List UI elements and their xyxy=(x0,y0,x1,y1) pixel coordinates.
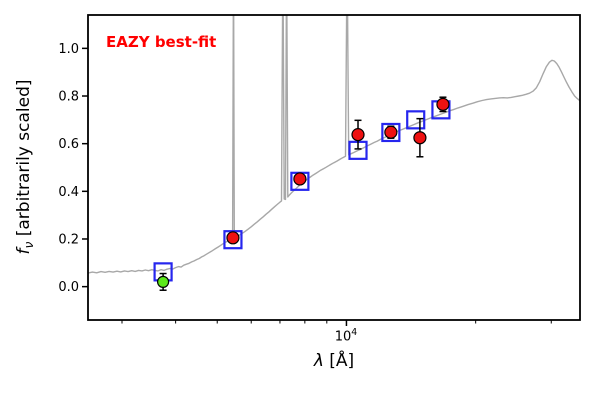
x-axis-label: λ [Å] xyxy=(314,351,354,371)
y-tick-label: 0.8 xyxy=(58,90,79,105)
observed-photometry-circle-marker xyxy=(226,231,240,245)
y-axis-label: fν [arbitrarily scaled] xyxy=(14,80,36,255)
x-tick-label: 104 xyxy=(335,327,358,344)
y-axis-label-subscript: ν xyxy=(22,241,37,249)
observed-photometry-circle-marker xyxy=(413,131,427,145)
y-axis-label-symbol: f xyxy=(13,248,34,255)
x-axis-label-units: [Å] xyxy=(323,351,355,371)
x-tick-exponent: 4 xyxy=(351,327,358,338)
bestfit-annotation: EAZY best-fit xyxy=(106,33,217,51)
y-axis-label-units: [arbitrarily scaled] xyxy=(13,79,34,242)
model-photometry-square-marker xyxy=(381,122,401,143)
x-axis-label-symbol: λ xyxy=(313,351,324,371)
y-tick-label: 0.0 xyxy=(58,280,79,295)
y-tick-label: 0.2 xyxy=(58,232,79,247)
x-tick-base: 10 xyxy=(334,329,352,345)
y-tick-label: 1.0 xyxy=(58,42,79,57)
y-tick-label: 0.6 xyxy=(58,137,79,152)
flagged-photometry-circle-marker xyxy=(156,275,170,288)
y-tick-label: 0.4 xyxy=(58,185,79,200)
observed-photometry-circle-marker xyxy=(436,97,450,111)
observed-photometry-circle-marker xyxy=(293,172,307,186)
observed-photometry-circle-marker xyxy=(351,128,365,142)
axes-frame xyxy=(87,14,581,321)
observed-photometry-circle-marker xyxy=(384,125,398,139)
model-photometry-square-marker xyxy=(406,110,426,130)
